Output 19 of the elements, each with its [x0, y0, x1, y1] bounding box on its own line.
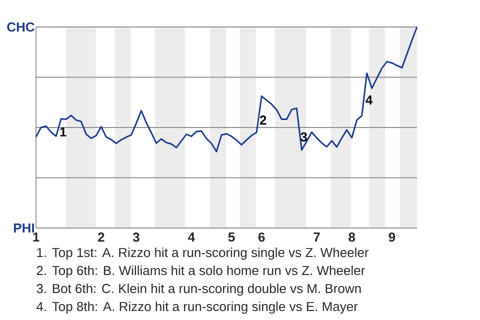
x-tick-label: 3 — [132, 232, 140, 242]
annotation: 3 — [300, 132, 307, 142]
text: 1. Top 1st: A. Rizzo hit a run-scoring single vs Z. Wheeler — [37, 248, 369, 260]
x-tick-label: 7 — [314, 232, 320, 242]
text: 2. Top 6th: B. Williams hit a solo home run vs Z. Wheeler — [36, 266, 365, 278]
x-tick-label: 8 — [348, 232, 356, 242]
text: 3. Bot 6th: C. Klein hit a run-scoring double vs M. Brown — [36, 284, 361, 296]
annotation: 4 — [366, 96, 373, 104]
x-tick-label: 4 — [188, 232, 195, 242]
x-tick-label: 2 — [98, 232, 104, 242]
x-tick-label: 6 — [258, 232, 265, 242]
ref-line-label: PHI — [14, 224, 34, 232]
text: 4. Top 8th: A. Rizzo hit a run-scoring single vs E. Mayer — [36, 302, 358, 314]
annotation: 1 — [60, 127, 66, 136]
x-tick-label: 5 — [228, 232, 235, 242]
x-tick-label: 9 — [388, 232, 396, 242]
x-tick-label: 1 — [33, 232, 40, 242]
annotation: 2 — [260, 116, 266, 125]
ref-line-label: CHC — [7, 22, 34, 32]
